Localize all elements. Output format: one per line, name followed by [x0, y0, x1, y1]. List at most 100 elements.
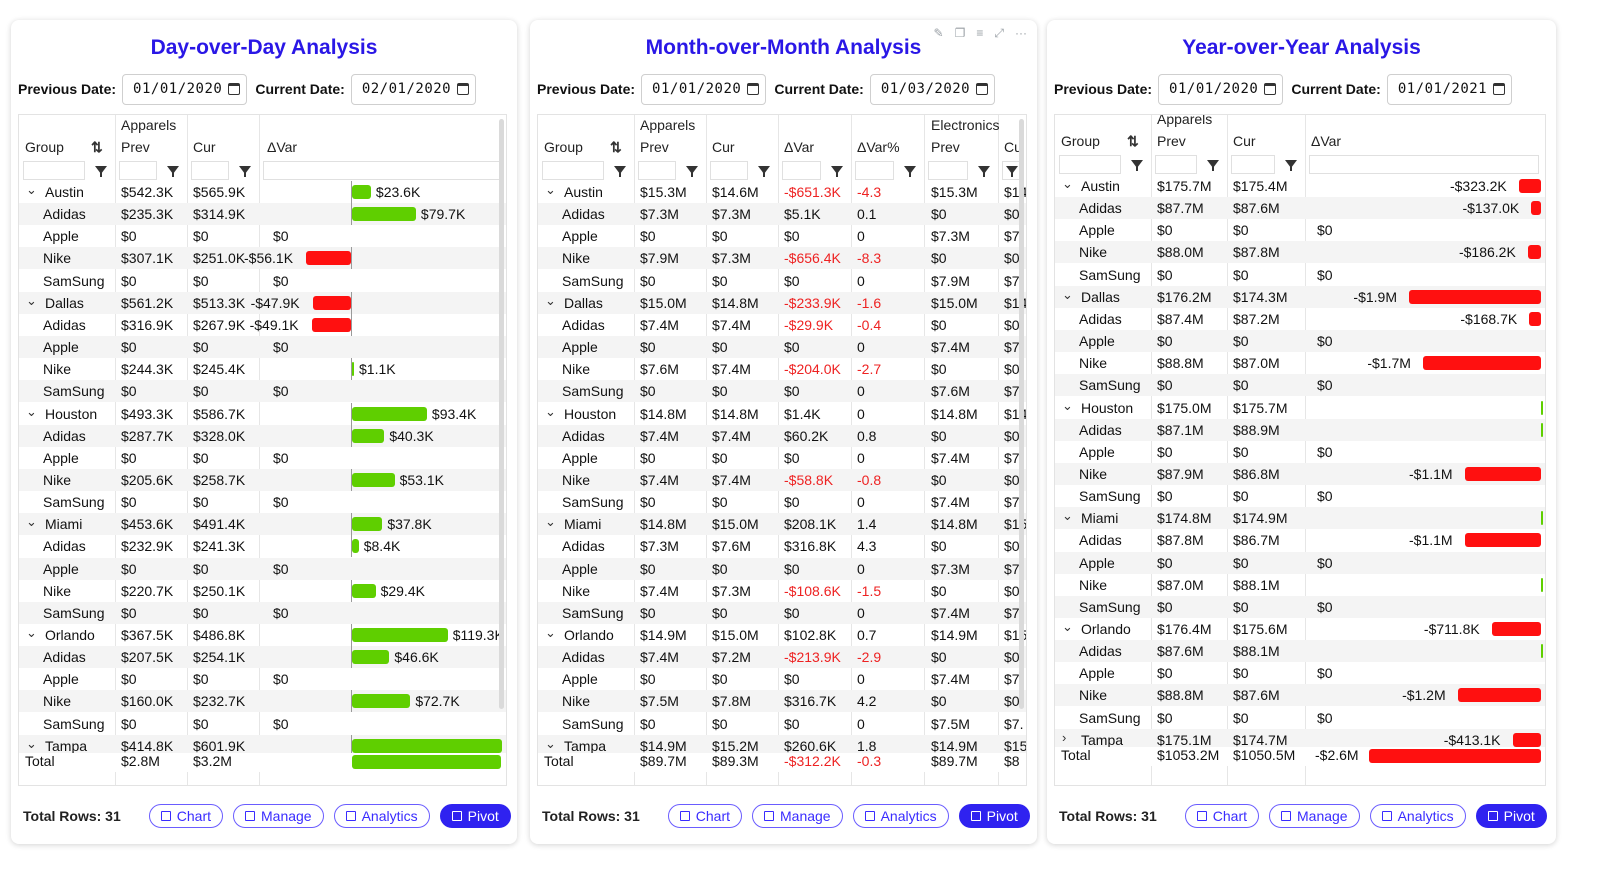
table-row-group[interactable]: ⌄ Tampa $14.9M $15.2M $260.6K 1.8 $14.9M $15 — [538, 734, 1026, 757]
sort-icon[interactable]: ⇅ — [91, 139, 103, 155]
table-row[interactable]: Nike $220.7K $250.1K $29.4K — [19, 579, 506, 602]
table-row[interactable]: Nike $7.9M $7.3M -$656.4K -8.3 $0 $0 — [538, 247, 1026, 270]
table-row[interactable]: Nike $88.0M $87.8M -$186.2K — [1055, 241, 1545, 264]
table-row[interactable]: Adidas $7.4M $7.2M -$213.9K -2.9 $0 $0 — [538, 646, 1026, 669]
more-icon[interactable]: ··· — [1015, 26, 1027, 40]
column-filter-input[interactable] — [928, 161, 968, 180]
table-row[interactable]: Adidas $287.7K $328.0K $40.3K — [19, 424, 506, 447]
table-row[interactable]: Nike $205.6K $258.7K $53.1K — [19, 468, 506, 491]
table-row-group[interactable]: ⌄ Miami $174.8M $174.9M — [1055, 507, 1545, 530]
analytics-button[interactable]: Analytics — [333, 804, 430, 828]
table-row[interactable]: SamSung $0 $0 $0 — [19, 601, 506, 624]
pivot-button[interactable]: Pivot — [1475, 804, 1547, 828]
vertical-scrollbar[interactable] — [1019, 119, 1024, 709]
column-filter-input[interactable] — [1059, 155, 1121, 174]
collapse-chevron-icon[interactable]: ⌄ — [26, 182, 37, 197]
current-date-input[interactable]: 02/01/2020 — [350, 73, 477, 105]
filter-icon[interactable] — [1006, 166, 1018, 177]
column-filter-input[interactable] — [1309, 155, 1539, 174]
table-row[interactable]: Adidas $7.3M $7.6M $316.8K 4.3 $0 $0 — [538, 535, 1026, 557]
table-row-group[interactable]: ⌄ Orlando $367.5K $486.8K $119.3K — [19, 624, 506, 646]
collapse-chevron-icon[interactable]: ⌄ — [26, 292, 37, 308]
collapse-chevron-icon[interactable]: ⌄ — [545, 735, 556, 751]
filter-icon[interactable] — [904, 166, 916, 177]
collapse-chevron-icon[interactable]: ⌄ — [545, 625, 556, 640]
filter-icon[interactable] — [978, 166, 990, 177]
table-row[interactable]: Adidas $87.7M $87.6M -$137.0K — [1055, 197, 1545, 220]
column-filter-input[interactable] — [23, 161, 85, 180]
column-filter-input[interactable] — [542, 161, 604, 180]
table-row[interactable]: SamSung $0 $0 $0 — [1055, 707, 1545, 729]
table-row[interactable]: Apple $0 $0 $0 — [1055, 219, 1545, 241]
table-row[interactable]: Adidas $207.5K $254.1K $46.6K — [19, 646, 506, 669]
table-row[interactable]: Adidas $87.6M $88.1M — [1055, 640, 1545, 663]
column-header-dvar[interactable]: ΔVar — [1311, 133, 1342, 149]
column-header-prev[interactable]: Prev — [1157, 133, 1186, 149]
copy-icon[interactable]: ❐ — [954, 26, 966, 40]
table-row[interactable]: Nike $87.0M $88.1M — [1055, 574, 1545, 596]
calendar-icon[interactable] — [1264, 83, 1277, 95]
table-row[interactable]: Apple $0 $0 $0 — [19, 336, 506, 359]
table-row-group[interactable]: ⌄ Austin $175.7M $175.4M -$323.2K — [1055, 175, 1545, 197]
filter-icon[interactable] — [239, 166, 251, 177]
previous-date-input[interactable]: 01/01/2020 — [1158, 73, 1284, 105]
column-header-prev[interactable]: Prev — [640, 139, 669, 155]
table-row[interactable]: Nike $7.4M $7.3M -$108.6K -1.5 $0 $0 — [538, 580, 1026, 602]
table-row-group[interactable]: ⌄ Austin $15.3M $14.6M -$651.3K -4.3 $15.3M $14 — [538, 181, 1026, 203]
pivot-button[interactable]: Pivot — [958, 804, 1030, 828]
column-header-cur[interactable]: Cur — [193, 139, 216, 155]
table-row[interactable]: Nike $88.8M $87.6M -$1.2M — [1055, 684, 1545, 707]
table-row-group[interactable]: ⌄ Dallas $176.2M $174.3M -$1.9M — [1055, 285, 1545, 308]
table-row[interactable]: SamSung $0 $0 $0 0 $7.5M $7. — [538, 713, 1026, 735]
column-header-group[interactable]: Group — [25, 139, 64, 155]
table-row[interactable]: Adidas $316.9K $267.9K -$49.1K — [19, 313, 506, 336]
column-filter-input[interactable] — [710, 161, 748, 180]
collapse-chevron-icon[interactable]: ⌄ — [545, 292, 556, 308]
column-header-group[interactable]: Group — [1061, 133, 1100, 149]
table-row[interactable]: SamSung $0 $0 $0 — [19, 270, 506, 292]
table-row[interactable]: Apple $0 $0 $0 0 $7.4M $7. — [538, 336, 1026, 359]
analytics-button[interactable]: Analytics — [1369, 804, 1466, 828]
collapse-chevron-icon[interactable]: ⌄ — [545, 514, 556, 530]
calendar-icon[interactable] — [976, 83, 989, 95]
table-row[interactable]: Nike $244.3K $245.4K $1.1K — [19, 358, 506, 381]
collapse-chevron-icon[interactable]: ⌄ — [26, 625, 37, 640]
table-row-group[interactable]: ⌄ Dallas $15.0M $14.8M -$233.9K -1.6 $15.0M $14 — [538, 291, 1026, 314]
collapse-chevron-icon[interactable]: ⌄ — [545, 182, 556, 197]
table-row-group[interactable]: ⌄ Dallas $561.2K $513.3K -$47.9K — [19, 291, 506, 314]
table-row[interactable]: Apple $0 $0 $0 — [19, 557, 506, 580]
previous-date-input[interactable]: 01/01/2020 — [122, 73, 248, 105]
table-row[interactable]: SamSung $0 $0 $0 0 $7.4M $7. — [538, 491, 1026, 513]
filter-icon[interactable] — [758, 166, 770, 177]
sort-icon[interactable]: ⇅ — [1127, 133, 1139, 149]
table-row[interactable]: Apple $0 $0 $0 — [19, 668, 506, 690]
column-header-electronics-cur[interactable]: Cu — [1004, 139, 1022, 155]
column-filter-input[interactable] — [1155, 155, 1197, 174]
pin-icon[interactable]: ✎ — [933, 26, 944, 40]
current-date-input[interactable]: 01/03/2020 — [869, 73, 996, 105]
column-filter-input[interactable] — [119, 161, 157, 180]
table-row[interactable]: Apple $0 $0 $0 0 $7.3M $7. — [538, 557, 1026, 580]
table-row-group[interactable]: ⌄ Houston $175.0M $175.7M — [1055, 397, 1545, 419]
table-row[interactable]: Nike $307.1K $251.0K -$56.1K — [19, 247, 506, 270]
collapse-chevron-icon[interactable]: ⌄ — [545, 403, 556, 419]
table-row[interactable]: Adidas $235.3K $314.9K $79.7K — [19, 203, 506, 226]
filter-icon[interactable] — [95, 166, 107, 177]
column-filter-input[interactable] — [782, 161, 821, 180]
column-filter-input[interactable] — [638, 161, 676, 180]
calendar-icon[interactable] — [228, 83, 241, 95]
table-row[interactable]: Adidas $7.3M $7.3M $5.1K 0.1 $0 $0 — [538, 203, 1026, 226]
chart-button[interactable]: Chart — [667, 804, 742, 828]
table-row[interactable]: Apple $0 $0 $0 0 $7.3M $7. — [538, 225, 1026, 247]
manage-button[interactable]: Manage — [752, 804, 843, 828]
filter-icon[interactable] — [1207, 160, 1219, 171]
analytics-button[interactable]: Analytics — [852, 804, 949, 828]
collapse-chevron-icon[interactable]: ⌄ — [1062, 508, 1073, 524]
table-row[interactable]: Adidas $232.9K $241.3K $8.4K — [19, 535, 506, 558]
table-row[interactable]: SamSung $0 $0 $0 — [1055, 374, 1545, 397]
table-row-group[interactable]: ⌄ Austin $542.3K $565.9K $23.6K — [19, 181, 506, 203]
table-row[interactable]: SamSung $0 $0 $0 0 $7.9M $7. — [538, 270, 1026, 292]
column-header-dvar-pct[interactable]: ΔVar% — [857, 139, 900, 155]
collapse-chevron-icon[interactable]: ⌄ — [1062, 176, 1073, 191]
table-row-group[interactable]: ⌄ Orlando $14.9M $15.0M $102.8K 0.7 $14.9M $15 — [538, 624, 1026, 646]
